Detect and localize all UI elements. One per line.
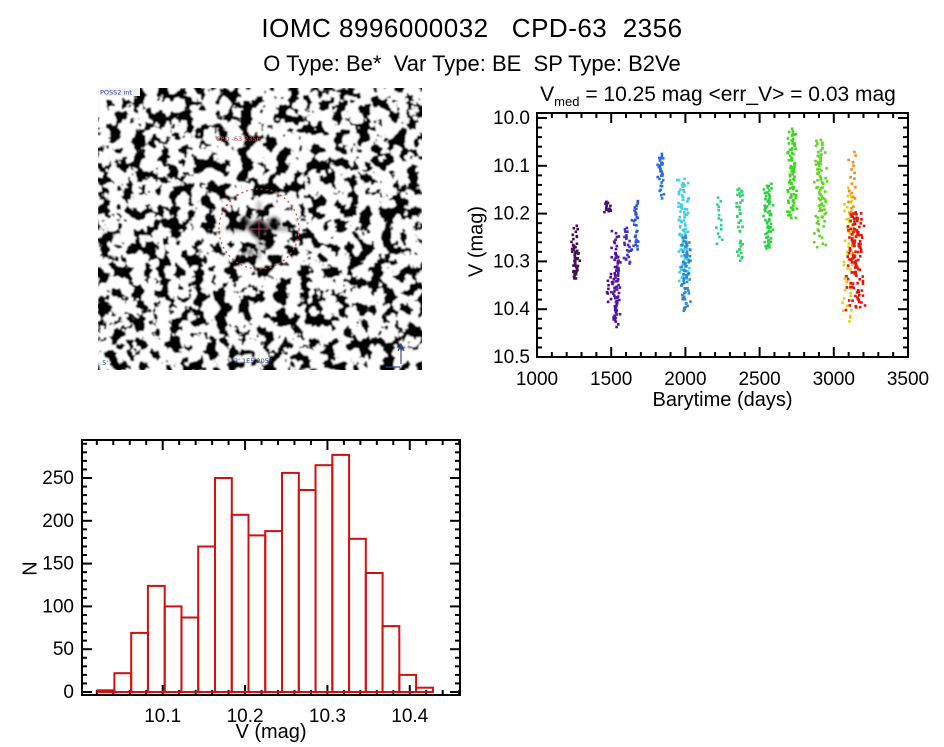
svg-text:10.1: 10.1 bbox=[493, 156, 530, 177]
survey-label-bg bbox=[98, 88, 140, 96]
svg-text:2000: 2000 bbox=[664, 369, 706, 390]
finding-chart-image: POSS2 int CPD -63 2356 2' 1E5 205F .5' bbox=[98, 88, 422, 370]
target-label: CPD -63 2356 bbox=[216, 135, 261, 143]
histogram-bar bbox=[180, 616, 200, 693]
svg-text:1000: 1000 bbox=[516, 369, 558, 390]
lightcurve-plot: 1000 1500 2000 2500 3000 3500 10.0 10.1 10.2 10.3… bbox=[493, 108, 929, 390]
histogram-bar bbox=[297, 489, 317, 693]
corner-label: .5' bbox=[100, 359, 108, 367]
histogram-bar bbox=[96, 689, 116, 693]
scatter-title-v: V bbox=[540, 83, 555, 106]
compass-icon bbox=[386, 342, 405, 368]
histogram-tick-labels: 10.1 10.2 10.3 10.4 0 50 100 150 200 250 bbox=[42, 468, 428, 727]
histogram-bar bbox=[163, 605, 183, 694]
histogram-bar bbox=[364, 572, 384, 693]
histogram-bar bbox=[314, 464, 334, 694]
lightcurve-tick-labels: 1000 1500 2000 2500 3000 3500 10.0 10.1 10.2 10.3… bbox=[493, 108, 929, 390]
scatter-title-sub: med bbox=[554, 94, 580, 110]
histogram-bar bbox=[281, 471, 300, 693]
svg-text:10.4: 10.4 bbox=[391, 706, 428, 727]
svg-text:150: 150 bbox=[42, 554, 74, 575]
target-crosshair-icon bbox=[250, 220, 268, 238]
svg-text:10.2: 10.2 bbox=[227, 706, 264, 727]
svg-text:10.4: 10.4 bbox=[493, 299, 530, 320]
svg-text:3500: 3500 bbox=[887, 369, 929, 390]
histogram-bars bbox=[96, 453, 434, 694]
lightcurve-points bbox=[570, 127, 867, 329]
survey-label: POSS2 int bbox=[100, 89, 132, 97]
histogram-bar bbox=[331, 453, 351, 693]
axis-ticks bbox=[536, 113, 909, 358]
scatter-title-rest: = 10.25 mag <err_V> = 0.03 mag bbox=[579, 83, 896, 106]
svg-text:1500: 1500 bbox=[590, 369, 632, 390]
plot-frame bbox=[536, 112, 909, 358]
svg-text:10.0: 10.0 bbox=[493, 108, 530, 129]
svg-text:100: 100 bbox=[42, 596, 74, 617]
target-circle bbox=[218, 188, 300, 270]
histogram-xlabel: V (mag) bbox=[235, 721, 307, 743]
histogram-bar bbox=[348, 537, 367, 693]
histogram-bar bbox=[415, 686, 434, 694]
histogram-bar bbox=[113, 672, 133, 694]
histogram-bar bbox=[197, 545, 216, 693]
svg-text:10.2: 10.2 bbox=[493, 204, 530, 225]
svg-text:50: 50 bbox=[53, 639, 74, 660]
svg-text:10.5: 10.5 bbox=[493, 347, 530, 368]
plot-frame bbox=[81, 439, 461, 696]
svg-text:10.3: 10.3 bbox=[493, 251, 530, 272]
histogram-bar bbox=[264, 530, 284, 693]
histogram-bar bbox=[130, 631, 149, 694]
page-title: IOMC 8996000032 CPD-63 2356 bbox=[261, 13, 683, 43]
svg-text:10.3: 10.3 bbox=[309, 706, 346, 727]
svg-text:250: 250 bbox=[42, 468, 74, 489]
axis-ticks bbox=[82, 440, 461, 695]
scatter-title: Vmed = 10.25 mag <err_V> = 0.03 mag bbox=[500, 83, 936, 109]
histogram-bar bbox=[381, 625, 401, 693]
histogram-bar bbox=[247, 534, 267, 694]
svg-text:2500: 2500 bbox=[738, 369, 780, 390]
histogram-bar bbox=[230, 513, 250, 693]
page-subtitle: O Type: Be* Var Type: BE SP Type: B2Ve bbox=[263, 51, 681, 76]
histogram-bar bbox=[214, 477, 233, 693]
scatter-xlabel: Barytime (days) bbox=[652, 389, 793, 411]
histogram-bar bbox=[146, 584, 166, 694]
scale-label: 2' 1E5 205F bbox=[234, 357, 273, 365]
svg-text:0: 0 bbox=[63, 682, 74, 703]
svg-text:3000: 3000 bbox=[813, 369, 855, 390]
svg-text:10.1: 10.1 bbox=[144, 706, 181, 727]
svg-text:200: 200 bbox=[42, 511, 74, 532]
histogram-bar bbox=[398, 673, 418, 694]
histogram-plot: 10.1 10.2 10.3 10.4 0 50 100 150 200 250 bbox=[42, 439, 461, 727]
